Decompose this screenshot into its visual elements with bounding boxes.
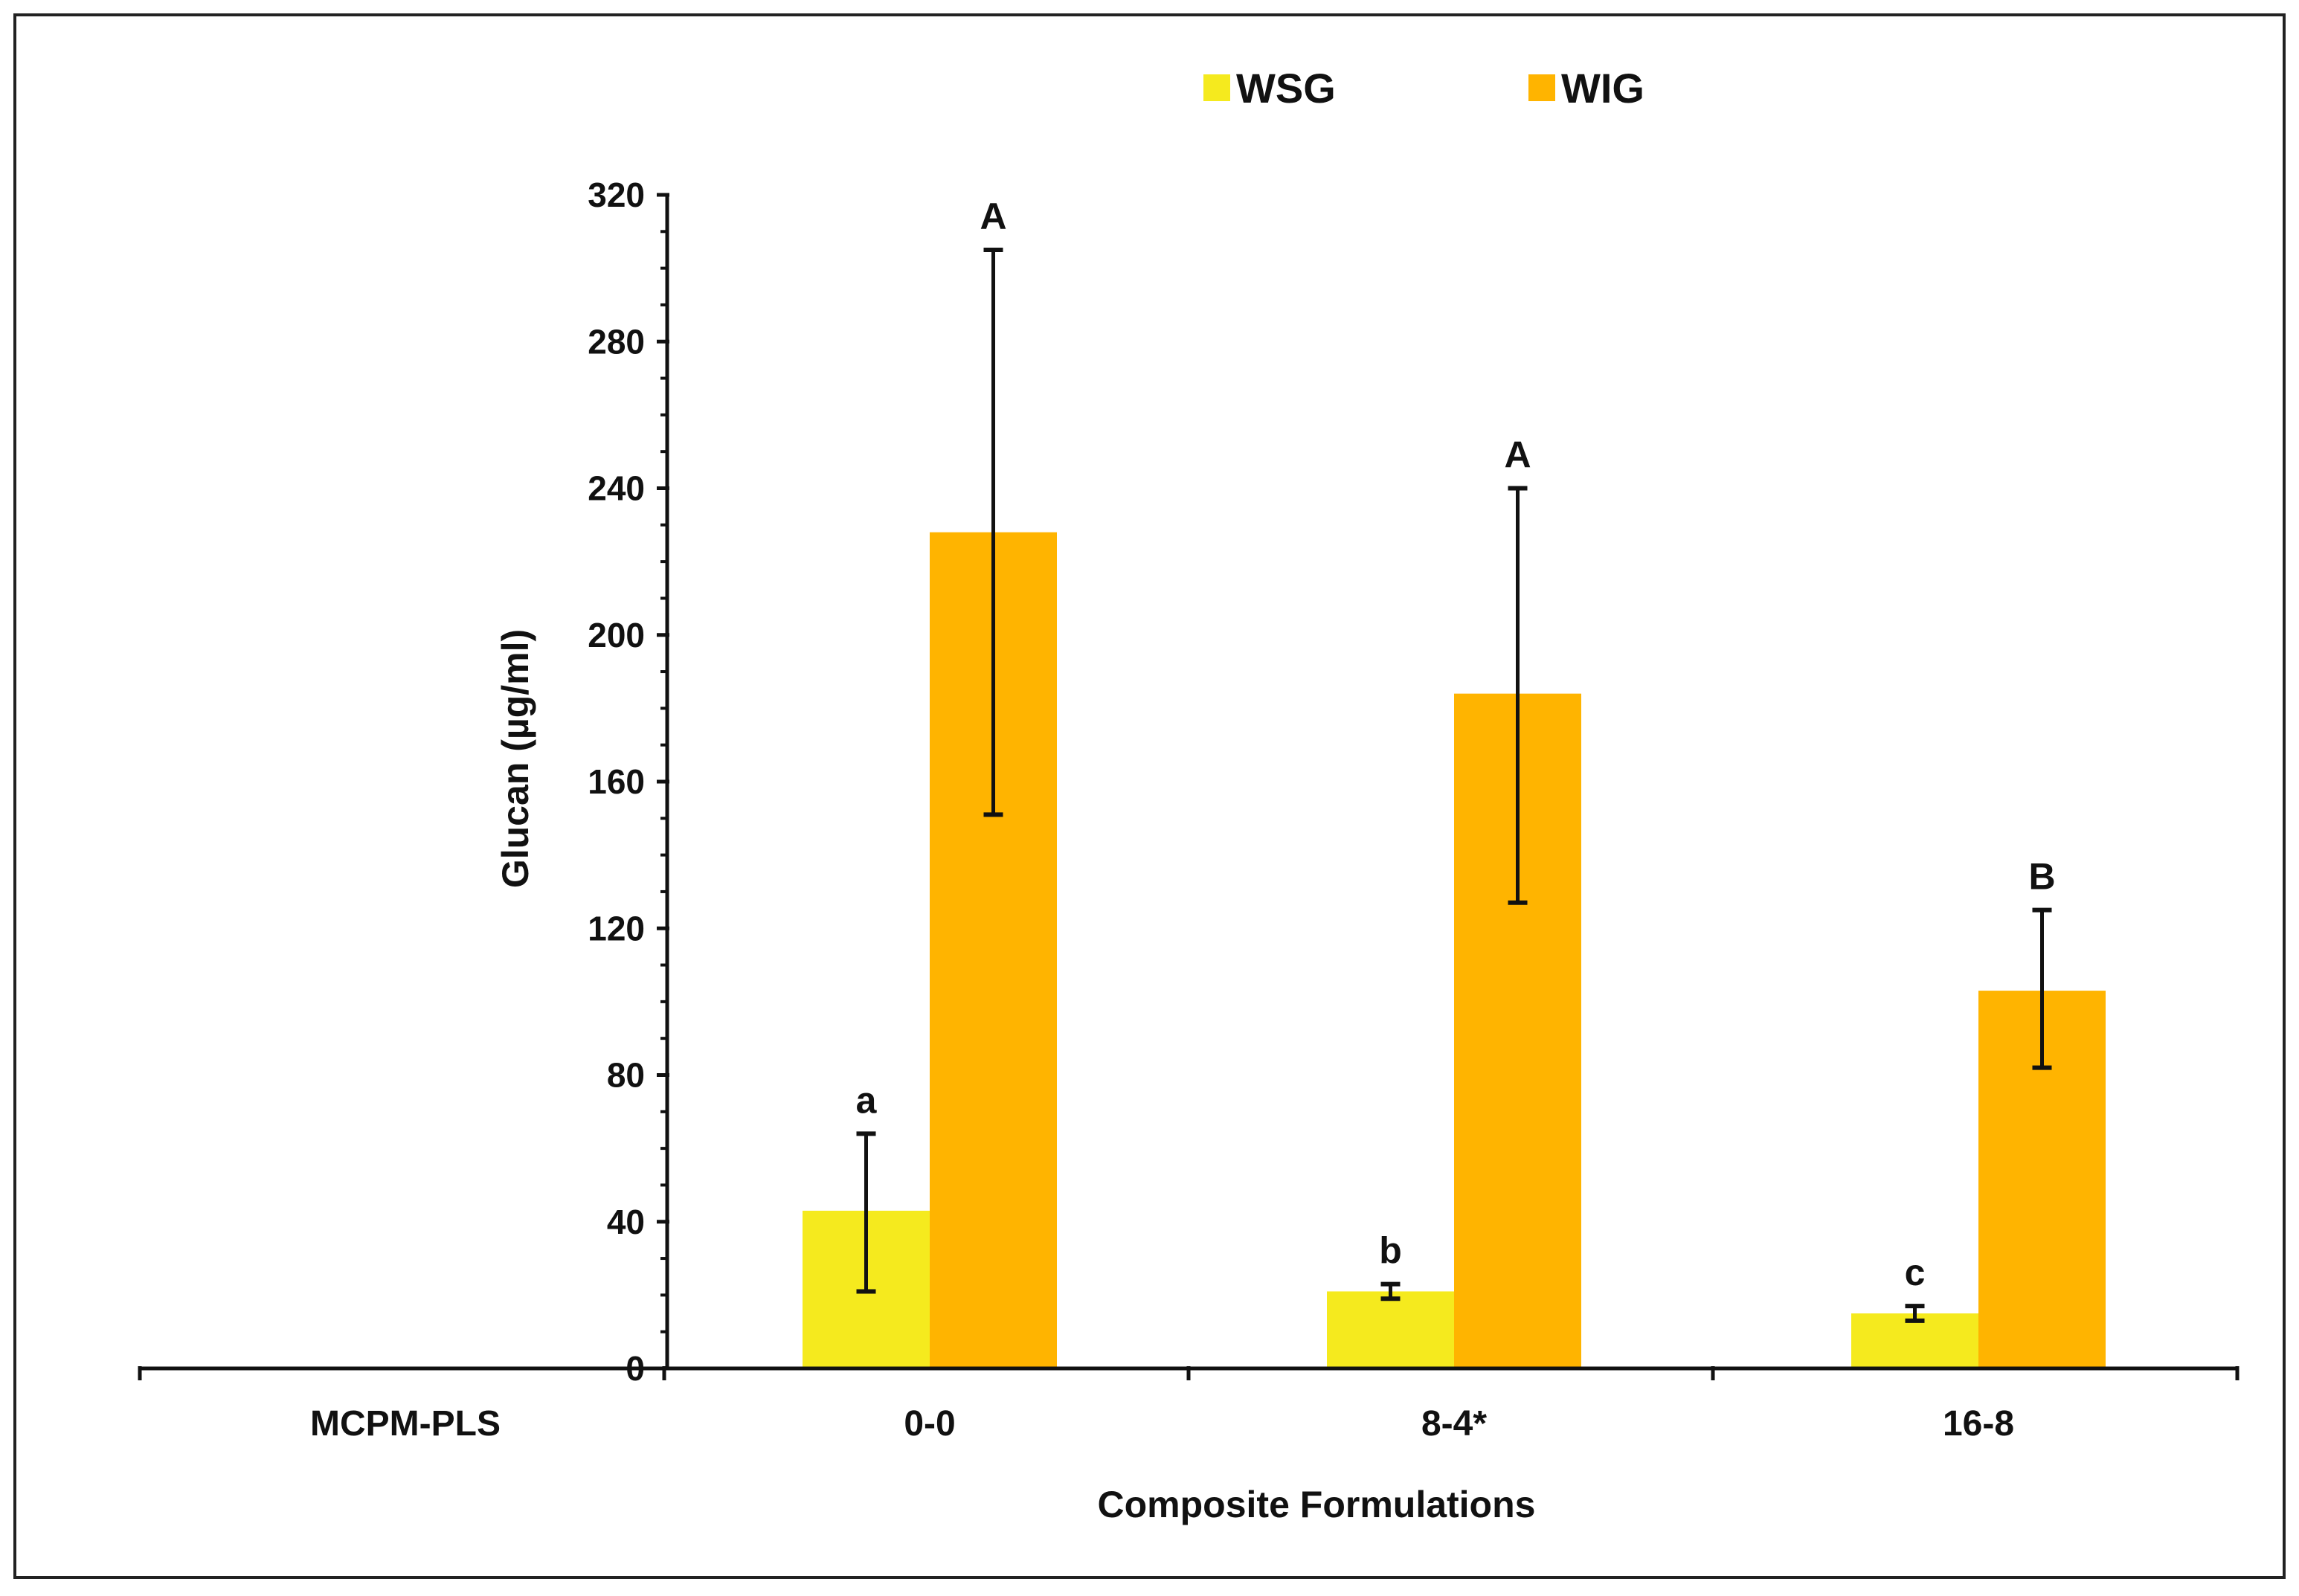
y-axis-title: Glucan (µg/ml) [495,629,536,888]
legend: WSG WIG [1203,65,1644,112]
y-tick-label: 120 [588,909,645,947]
significance-label-wsg-16-8: c [1905,1252,1926,1293]
y-tick-label: 320 [588,176,645,214]
significance-label-wig-8-4-: A [1504,434,1531,476]
significance-label-wig-0-0: A [980,196,1006,237]
error-bars [856,247,2052,1323]
significance-label-wsg-0-0: a [856,1079,878,1121]
legend-swatch-wig [1528,74,1555,101]
bar-wsg-8-4- [1327,1291,1454,1368]
significance-labels: a b c A A B [856,196,2056,1293]
y-tick-label: 40 [607,1203,645,1241]
x-axis-title: Composite Formulations [1098,1484,1536,1525]
significance-label-wig-16-8: B [2028,856,2055,898]
y-tick-label: 240 [588,469,645,508]
x-category-label: MCPM-PLS [310,1404,501,1444]
significance-label-wsg-8-4-: b [1379,1230,1402,1272]
y-tick-label: 80 [607,1056,645,1095]
legend-label-wig: WIG [1561,65,1644,112]
legend-swatch-wsg [1203,74,1230,101]
y-tick-label: 280 [588,322,645,361]
x-category-label: 0-0 [904,1404,955,1444]
x-axis: MCPM-PLS 0-0 8-4* 16-8 [138,1366,2239,1444]
x-category-label: 8-4* [1421,1404,1487,1444]
x-category-label: 16-8 [1943,1404,2014,1444]
y-tick-label: 200 [588,616,645,654]
y-tick-label: 160 [588,762,645,801]
legend-label-wsg: WSG [1236,65,1336,112]
